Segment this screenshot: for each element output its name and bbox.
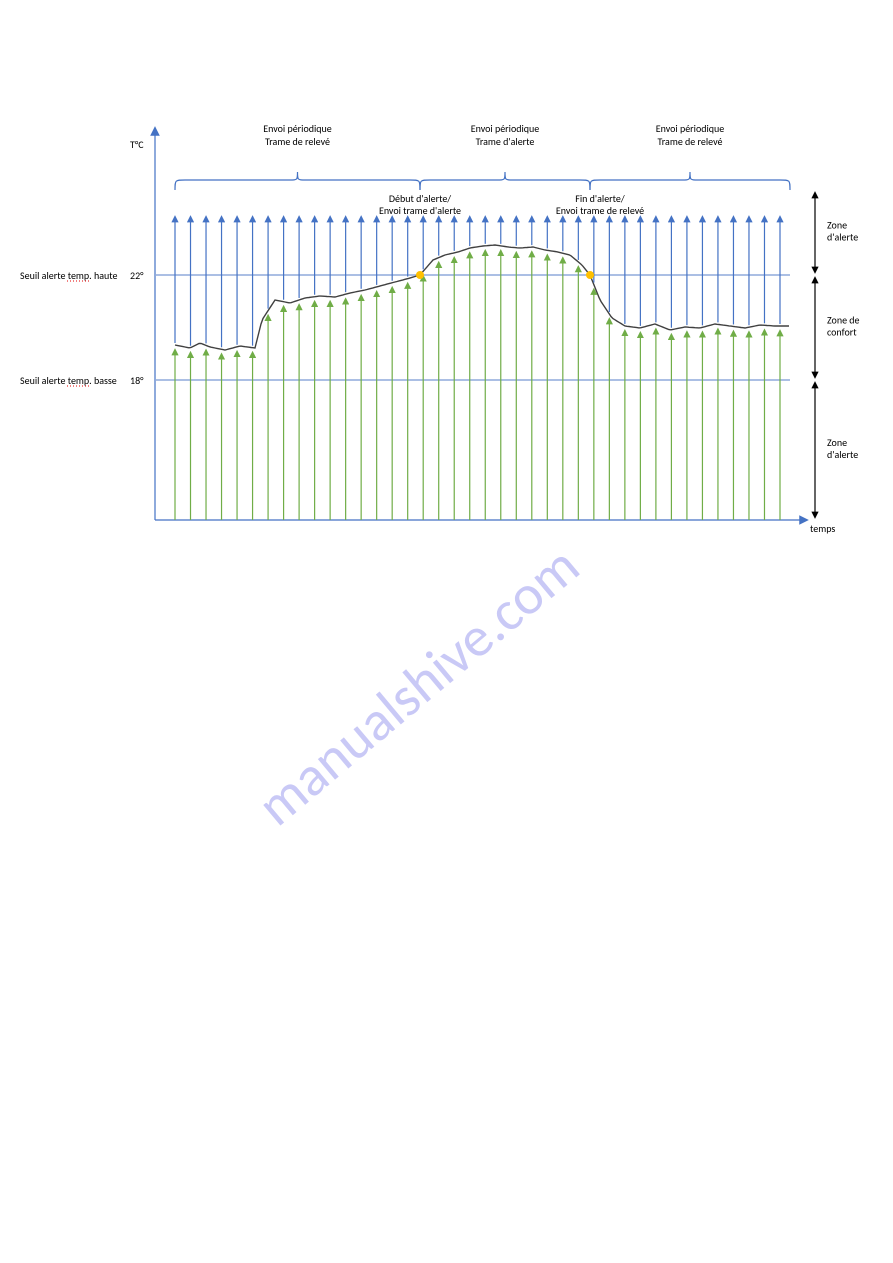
zone-sublabel: d'alerte — [827, 448, 858, 461]
period-bracket — [590, 172, 790, 190]
period-label: Envoi périodique — [263, 122, 332, 135]
period-label: Envoi périodique — [471, 122, 540, 135]
zone-sublabel: confort — [827, 326, 857, 339]
event-marker — [416, 271, 424, 279]
threshold-high-label: Seuil alerte temp. haute — [20, 269, 117, 282]
event-sublabel: Envoi trame d'alerte — [379, 204, 461, 217]
period-bracket — [175, 172, 420, 190]
event-sublabel: Envoi trame de relevé — [556, 204, 644, 217]
threshold-high-value: 22° — [130, 269, 144, 282]
threshold-low-label: Seuil alerte temp. basse — [20, 374, 117, 387]
zone-sublabel: d'alerte — [827, 231, 858, 244]
period-bracket — [420, 172, 590, 190]
period-sublabel: Trame d'alerte — [476, 135, 535, 148]
x-axis-label: temps — [810, 522, 835, 535]
event-marker — [586, 271, 594, 279]
period-sublabel: Trame de relevé — [265, 135, 330, 148]
threshold-low-value: 18° — [130, 374, 144, 387]
watermark: manualshive.com — [244, 532, 593, 840]
period-sublabel: Trame de relevé — [658, 135, 723, 148]
period-label: Envoi périodique — [656, 122, 725, 135]
temperature-diagram: manualshive.com T°C temps Seuil alerte temp… — [0, 0, 893, 1263]
temperature-curve — [175, 245, 789, 350]
y-axis-label: T°C — [130, 138, 144, 151]
